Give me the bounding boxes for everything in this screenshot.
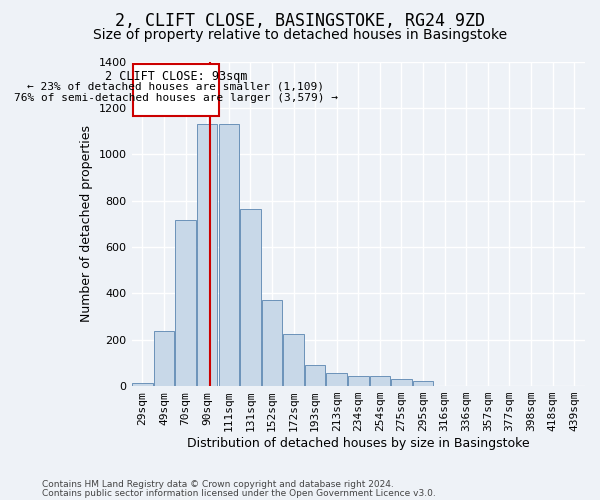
Bar xyxy=(326,374,347,386)
Text: 2 CLIFT CLOSE: 93sqm: 2 CLIFT CLOSE: 93sqm xyxy=(104,70,247,84)
X-axis label: Distribution of detached houses by size in Basingstoke: Distribution of detached houses by size … xyxy=(187,437,530,450)
Text: Size of property relative to detached houses in Basingstoke: Size of property relative to detached ho… xyxy=(93,28,507,42)
Bar xyxy=(197,124,217,386)
Bar xyxy=(218,124,239,386)
Bar xyxy=(262,300,282,386)
Text: Contains public sector information licensed under the Open Government Licence v3: Contains public sector information licen… xyxy=(42,488,436,498)
Y-axis label: Number of detached properties: Number of detached properties xyxy=(80,126,93,322)
Bar xyxy=(348,376,368,386)
Bar xyxy=(240,210,260,386)
Bar xyxy=(370,376,390,386)
Bar xyxy=(132,382,152,386)
Text: 2, CLIFT CLOSE, BASINGSTOKE, RG24 9ZD: 2, CLIFT CLOSE, BASINGSTOKE, RG24 9ZD xyxy=(115,12,485,30)
Bar xyxy=(283,334,304,386)
Bar xyxy=(413,382,433,386)
Text: 76% of semi-detached houses are larger (3,579) →: 76% of semi-detached houses are larger (… xyxy=(14,93,338,103)
Bar xyxy=(391,379,412,386)
Text: Contains HM Land Registry data © Crown copyright and database right 2024.: Contains HM Land Registry data © Crown c… xyxy=(42,480,394,489)
Text: ← 23% of detached houses are smaller (1,109): ← 23% of detached houses are smaller (1,… xyxy=(28,82,325,92)
Bar xyxy=(175,220,196,386)
Bar xyxy=(154,331,174,386)
Bar xyxy=(305,365,325,386)
FancyBboxPatch shape xyxy=(133,64,219,116)
